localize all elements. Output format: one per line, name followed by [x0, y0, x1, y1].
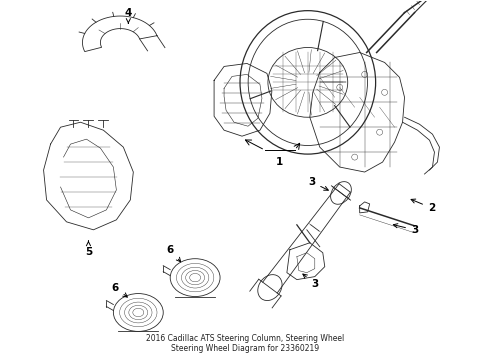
Text: 5: 5 — [85, 241, 92, 257]
Text: 2: 2 — [411, 199, 435, 213]
Text: 6: 6 — [112, 283, 127, 297]
Text: 4: 4 — [124, 8, 132, 23]
Text: 3: 3 — [393, 224, 418, 235]
Text: 2016 Cadillac ATS Steering Column, Steering Wheel
Steering Wheel Diagram for 233: 2016 Cadillac ATS Steering Column, Steer… — [146, 334, 344, 353]
Text: 3: 3 — [303, 274, 318, 289]
Text: 3: 3 — [308, 177, 328, 190]
Text: 6: 6 — [167, 245, 181, 262]
Text: 1: 1 — [276, 157, 284, 167]
